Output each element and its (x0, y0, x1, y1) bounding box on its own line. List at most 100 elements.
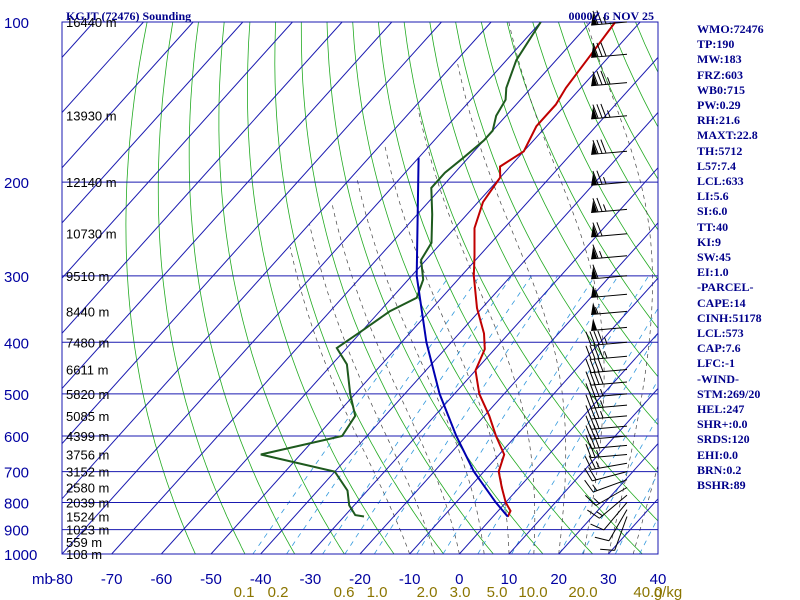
wind-barb-full (585, 331, 592, 346)
height-label: 2580 m (66, 481, 109, 496)
height-label: 5820 m (66, 387, 109, 402)
mixing-ratio-line (373, 275, 558, 554)
isotherm-line (62, 22, 542, 554)
mixing-ratio-line (416, 275, 596, 554)
wind-barb-full (593, 434, 600, 449)
dry-adiabat-line (125, 22, 196, 554)
wind-barb-full (592, 244, 599, 259)
wind-barb-full (593, 382, 600, 397)
wind-barb-full (585, 345, 592, 360)
isotherm-line (458, 332, 658, 554)
mixing-ratio-line (442, 275, 619, 554)
isotherm-line (62, 22, 442, 445)
mixing-ratio-label: 1.0 (367, 584, 388, 600)
dry-adiabat-line (274, 22, 445, 554)
sounding-index: CAPE:14 (697, 295, 746, 310)
moist-adiabat-line (309, 224, 435, 554)
wind-barb-full (592, 222, 599, 237)
wind-barb (591, 264, 628, 280)
wind-barb-full (596, 104, 603, 119)
isotherm-line (62, 22, 393, 390)
wind-barb-full (585, 434, 592, 449)
mixing-ratio-line (581, 416, 658, 554)
sounding-index: TT:40 (697, 219, 729, 234)
height-label: 16440 m (66, 15, 117, 30)
height-label: 12140 m (66, 175, 117, 190)
isotherm-line (260, 111, 658, 554)
wind-barb (591, 222, 628, 238)
wind-barb-full (589, 443, 596, 458)
wind-barb (585, 330, 628, 346)
sounding-index: TH:5712 (697, 143, 743, 158)
wind-barb (591, 244, 628, 260)
moist-adiabat-line (384, 144, 510, 554)
wind-barb-full (584, 468, 593, 482)
mixing-ratio-label: g/kg (654, 584, 682, 600)
wind-barb-half (603, 176, 607, 185)
wind-barb-full (593, 414, 600, 429)
wind-barb-full (593, 393, 600, 408)
wind-barb-full (587, 509, 600, 519)
wind-barb-staff (591, 341, 628, 346)
sounding-index: -PARCEL- (697, 280, 754, 295)
isotherm-line (62, 22, 244, 224)
sounding-index: MW:183 (697, 52, 742, 67)
wind-barb-half (604, 351, 608, 359)
temperature-tick-label: -30 (299, 571, 321, 588)
wind-barb-staff (614, 516, 628, 551)
wind-barb-staff (592, 471, 628, 482)
wind-barb-staff (603, 502, 628, 531)
height-label: 5085 m (66, 409, 109, 424)
wind-barb (585, 370, 628, 386)
pressure-tick-label: 100 (4, 15, 29, 32)
wind-barb-staff (595, 487, 628, 506)
wind-barb-full (592, 71, 599, 86)
isotherm-line (62, 22, 343, 335)
chart-title: KGJT (72476) Sounding (66, 9, 191, 23)
sounding-index: L57:7.4 (697, 158, 736, 173)
wind-barb-staff (591, 435, 628, 440)
sounding-index: LFC:-1 (697, 356, 735, 371)
wind-barb-full (600, 139, 607, 154)
temperature-tick-label: -20 (349, 571, 371, 588)
wind-barb-full (592, 10, 599, 25)
sounding-index: BRN:0.2 (697, 462, 742, 477)
wind-barb (591, 302, 628, 316)
mixing-ratio-label: 2.0 (417, 584, 438, 600)
wind-barb-full (597, 357, 604, 372)
temperature-tick-label: 10 (501, 571, 518, 588)
isotherm-line (62, 22, 144, 114)
pressure-tick-label: 500 (4, 387, 29, 404)
isotherm-line (508, 387, 658, 554)
wind-barb-pennant (591, 246, 598, 259)
isotherm-line (210, 56, 658, 554)
wind-barb-staff (591, 415, 628, 420)
wind-barb-full (593, 404, 600, 419)
wind-barb-staff (591, 444, 628, 450)
wind-barb-full (585, 358, 592, 373)
sounding-index: FRZ:603 (697, 67, 743, 82)
wind-barb-staff (591, 326, 628, 332)
wind-barb-full (589, 358, 596, 373)
temperature-profile-line (472, 22, 617, 518)
moist-adiabat-line (356, 176, 485, 554)
isotherm-line (160, 22, 641, 554)
plot-border (61, 21, 659, 555)
sounding-indices-panel: WMO:72476 TP:190 MW:183 FRZ:603 WB0:715 PW:0.… (697, 22, 800, 493)
mixing-ratio-line (252, 275, 450, 554)
isotherm-line (62, 22, 293, 279)
sounding-index: EHI:0.0 (697, 447, 739, 462)
wind-barb-full (600, 103, 607, 118)
height-label: 3152 m (66, 465, 109, 480)
wind-barb-half (595, 306, 599, 315)
isotherm-line (409, 277, 658, 554)
sounding-index: CAP:7.6 (697, 341, 741, 356)
wind-barb-half (604, 337, 608, 345)
dry-adiabat-line (188, 22, 296, 554)
height-label: 1524 m (66, 509, 109, 524)
wind-barb-staff (591, 404, 628, 409)
wind-barb-full (592, 43, 599, 58)
wind-barb (600, 516, 628, 551)
height-label: 9510 m (66, 269, 109, 284)
